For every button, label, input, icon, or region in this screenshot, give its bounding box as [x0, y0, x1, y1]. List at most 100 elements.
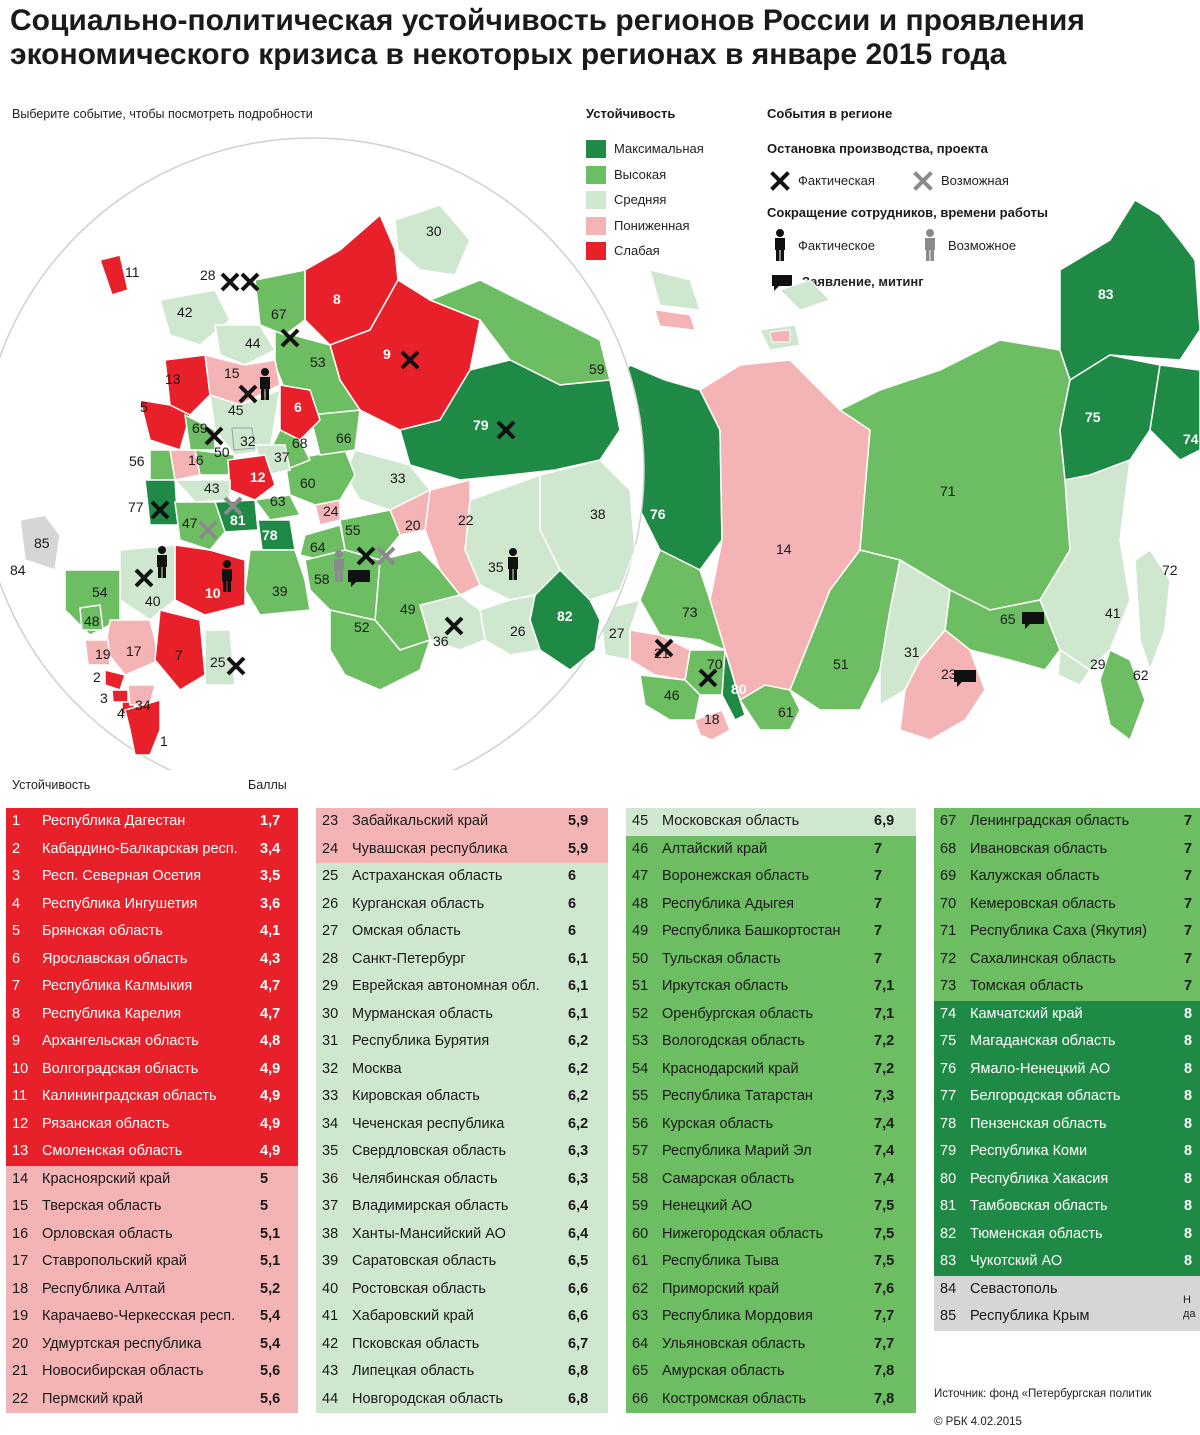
region-77[interactable]: [144, 479, 179, 526]
table-row[interactable]: 13 Смоленская область 4,9: [6, 1138, 298, 1166]
region-23[interactable]: [899, 628, 986, 741]
table-row[interactable]: 6 Ярославская область 4,3: [6, 945, 298, 973]
table-row[interactable]: 74 Камчатский край 8: [934, 1000, 1200, 1028]
region-58[interactable]: [304, 549, 381, 621]
table-row[interactable]: 60 Нижегородская область 7,5: [626, 1220, 916, 1248]
event-stop-actual-79[interactable]: [496, 420, 516, 440]
table-row[interactable]: 3 Респ. Северная Осетия 3,5: [6, 863, 298, 891]
region-67[interactable]: [254, 269, 306, 336]
table-row[interactable]: 84 Севастополь: [934, 1275, 1200, 1303]
table-row[interactable]: 28 Санкт-Петербург 6,1: [316, 945, 608, 973]
table-row[interactable]: 14 Красноярский край 5: [6, 1165, 298, 1193]
table-row[interactable]: 58 Самарская область 7,4: [626, 1165, 916, 1193]
event-protest-23[interactable]: [954, 670, 976, 687]
region-30[interactable]: [394, 204, 471, 276]
table-row[interactable]: 16 Орловская область 5,1: [6, 1220, 298, 1248]
table-row[interactable]: 65 Амурская область 7,8: [626, 1358, 916, 1386]
table-row[interactable]: 82 Тюменская область 8: [934, 1220, 1200, 1248]
table-row[interactable]: 5 Брянская область 4,1: [6, 918, 298, 946]
table-row[interactable]: 72 Сахалинская область 7: [934, 945, 1200, 973]
region-47[interactable]: [174, 501, 226, 551]
region-13[interactable]: [164, 354, 211, 416]
region-18[interactable]: [694, 709, 731, 741]
table-row[interactable]: 27 Омская область 6: [316, 918, 608, 946]
event-stop-actual-9[interactable]: [400, 350, 420, 370]
table-row[interactable]: 26 Курганская область 6: [316, 890, 608, 918]
region-85[interactable]: [19, 514, 61, 571]
table-row[interactable]: 68 Ивановская область 7: [934, 835, 1200, 863]
region-48[interactable]: [79, 604, 104, 631]
region-19[interactable]: [84, 639, 111, 666]
table-row[interactable]: 52 Оренбургская область 7,1: [626, 1000, 916, 1028]
table-row[interactable]: 45 Московская область 6,9: [626, 808, 916, 836]
table-row[interactable]: 39 Саратовская область 6,5: [316, 1248, 608, 1276]
table-row[interactable]: 29 Еврейская автономная обл. 6,1: [316, 973, 608, 1001]
table-row[interactable]: 57 Республика Марий Эл 7,4: [626, 1138, 916, 1166]
event-cut-actual-40[interactable]: [157, 546, 167, 578]
region-22[interactable]: [424, 479, 481, 596]
region-52[interactable]: [329, 609, 432, 691]
table-row[interactable]: 47 Воронежская область 7: [626, 863, 916, 891]
table-row[interactable]: 63 Республика Мордовия 7,7: [626, 1303, 916, 1331]
region-83[interactable]: [1059, 198, 1200, 382]
table-row[interactable]: 55 Республика Татарстан 7,3: [626, 1083, 916, 1111]
table-row[interactable]: 41 Хабаровский край 6,6: [316, 1303, 608, 1331]
event-stop-actual-69[interactable]: [204, 426, 224, 446]
table-row[interactable]: 17 Ставропольский край 5,1: [6, 1248, 298, 1276]
table-row[interactable]: 25 Астраханская область 6: [316, 863, 608, 891]
region-6[interactable]: [279, 384, 321, 441]
table-row[interactable]: 62 Приморский край 7,6: [626, 1275, 916, 1303]
region-56[interactable]: [149, 449, 176, 481]
table-row[interactable]: 53 Вологодская область 7,2: [626, 1028, 916, 1056]
region-44[interactable]: [214, 324, 277, 366]
table-row[interactable]: 32 Москва 6,2: [316, 1055, 608, 1083]
event-stop-possible-55[interactable]: [376, 546, 396, 566]
table-row[interactable]: 49 Республика Башкортостан 7: [626, 918, 916, 946]
region-43[interactable]: [173, 479, 231, 503]
table-row[interactable]: 31 Республика Бурятия 6,2: [316, 1028, 608, 1056]
table-row[interactable]: 56 Курская область 7,4: [626, 1110, 916, 1138]
table-row[interactable]: 11 Калининградская область 4,9: [6, 1083, 298, 1111]
table-row[interactable]: 67 Ленинградская область 7: [934, 808, 1200, 836]
table-row[interactable]: 37 Владимирская область 6,4: [316, 1193, 608, 1221]
table-row[interactable]: 77 Белгородская область 8: [934, 1083, 1200, 1111]
table-row[interactable]: 44 Новгородская область 6,8: [316, 1385, 608, 1413]
event-stop-possible-47[interactable]: [198, 520, 218, 540]
event-cut-possible-58[interactable]: [334, 550, 344, 582]
event-stop-actual-15[interactable]: [238, 384, 258, 404]
table-row[interactable]: 2 Кабардино-Балкарская респ. 3,4: [6, 835, 298, 863]
table-row[interactable]: 18 Республика Алтай 5,2: [6, 1275, 298, 1303]
table-row[interactable]: 66 Костромская область 7,8: [626, 1385, 916, 1413]
table-row[interactable]: 20 Удмуртская республика 5,4: [6, 1330, 298, 1358]
table-row[interactable]: 19 Карачаево-Черкесская респ. 5,4: [6, 1303, 298, 1331]
table-row[interactable]: 33 Кировская область 6,2: [316, 1083, 608, 1111]
table-row[interactable]: 34 Чеченская республика 6,2: [316, 1110, 608, 1138]
region-42[interactable]: [159, 289, 231, 346]
region-25[interactable]: [204, 629, 236, 686]
table-row[interactable]: 10 Волгоградская область 4,9: [6, 1055, 298, 1083]
table-row[interactable]: 61 Республика Тыва 7,5: [626, 1248, 916, 1276]
region-72[interactable]: [1134, 548, 1171, 673]
event-stop-actual-21[interactable]: [654, 638, 674, 658]
table-row[interactable]: 83 Чукотский АО 8: [934, 1248, 1200, 1276]
table-row[interactable]: 9 Архангельская область 4,8: [6, 1028, 298, 1056]
table-row[interactable]: 81 Тамбовская область 8: [934, 1193, 1200, 1221]
event-stop-actual-25[interactable]: [226, 656, 246, 676]
region-1[interactable]: [124, 699, 161, 756]
event-protest-65[interactable]: [1022, 612, 1044, 629]
event-stop-actual-28[interactable]: [240, 272, 260, 292]
region-32[interactable]: [231, 427, 256, 451]
table-row[interactable]: 21 Новосибирская область 5,6: [6, 1358, 298, 1386]
table-row[interactable]: 54 Краснодарский край 7,2: [626, 1055, 916, 1083]
table-row[interactable]: 59 Ненецкий АО 7,5: [626, 1193, 916, 1221]
table-row[interactable]: 22 Пермский край 5,6: [6, 1385, 298, 1413]
event-cut-actual-15[interactable]: [260, 368, 270, 400]
table-row[interactable]: 64 Ульяновская область 7,7: [626, 1330, 916, 1358]
table-row[interactable]: 85 Республика Крым: [934, 1303, 1200, 1331]
event-cut-actual-10[interactable]: [222, 560, 232, 592]
region-3[interactable]: [111, 689, 129, 703]
region-73[interactable]: [639, 548, 727, 652]
region-61[interactable]: [738, 684, 801, 731]
table-row[interactable]: 42 Псковская область 6,7: [316, 1330, 608, 1358]
region-79[interactable]: [399, 359, 621, 481]
